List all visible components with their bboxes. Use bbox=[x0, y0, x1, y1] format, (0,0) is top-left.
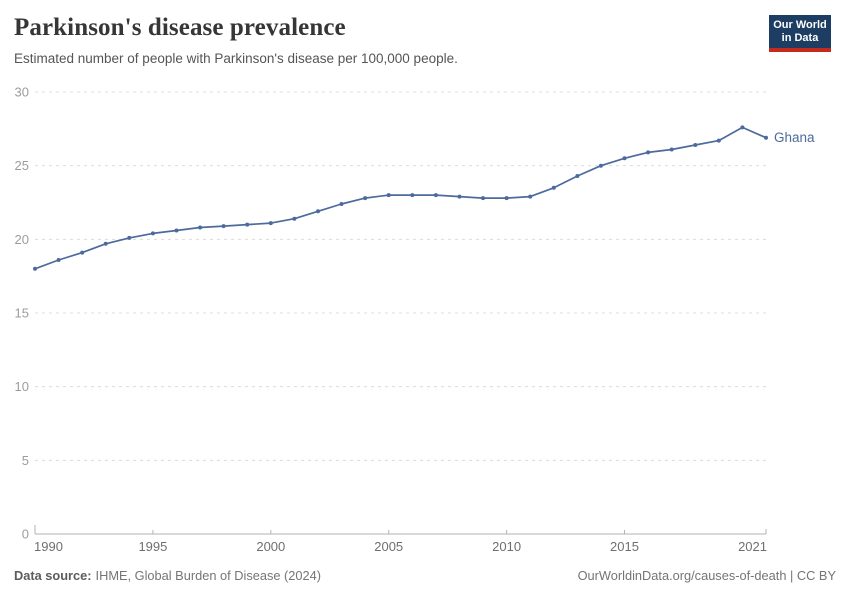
data-source: Data source: IHME, Global Burden of Disea… bbox=[14, 568, 321, 583]
data-point bbox=[504, 196, 509, 201]
data-point bbox=[740, 125, 745, 130]
data-point bbox=[764, 135, 768, 140]
x-tick-label: 2015 bbox=[610, 539, 639, 554]
data-point bbox=[198, 225, 203, 230]
data-point bbox=[245, 222, 250, 227]
data-point bbox=[80, 250, 85, 255]
page-title: Parkinson's disease prevalence bbox=[14, 14, 346, 41]
data-point bbox=[386, 193, 391, 198]
data-point bbox=[363, 196, 368, 201]
data-point bbox=[268, 221, 273, 226]
data-point bbox=[33, 266, 37, 271]
data-point bbox=[669, 147, 674, 152]
x-tick-label: 2005 bbox=[374, 539, 403, 554]
series-line-ghana bbox=[34, 126, 767, 270]
x-tick-label: 2021 bbox=[738, 539, 767, 554]
data-point bbox=[716, 138, 721, 143]
x-tick-label: 1995 bbox=[138, 539, 167, 554]
data-point bbox=[551, 185, 556, 190]
page-subtitle: Estimated number of people with Parkinso… bbox=[14, 51, 458, 66]
y-tick-label: 25 bbox=[15, 158, 29, 173]
data-point bbox=[528, 194, 533, 199]
x-tick-label: 2000 bbox=[256, 539, 285, 554]
owid-logo-line1: Our World bbox=[773, 18, 827, 31]
x-tick-label: 1990 bbox=[34, 539, 63, 554]
data-point bbox=[221, 224, 226, 229]
data-source-label: Data source: bbox=[14, 568, 92, 583]
data-point bbox=[575, 174, 580, 178]
data-point bbox=[103, 241, 108, 246]
data-source-text: IHME, Global Burden of Disease (2024) bbox=[95, 568, 322, 583]
data-point bbox=[292, 216, 297, 221]
footer-credit: OurWorldinData.org/causes-of-death | CC … bbox=[577, 568, 836, 583]
y-tick-label: 5 bbox=[22, 453, 29, 468]
owid-logo: Our World in Data bbox=[769, 15, 831, 52]
y-tick-label: 0 bbox=[22, 527, 29, 542]
data-point bbox=[174, 228, 179, 233]
y-tick-label: 10 bbox=[15, 379, 29, 394]
data-point bbox=[150, 231, 155, 236]
y-tick-label: 30 bbox=[15, 85, 29, 100]
data-point bbox=[622, 156, 627, 161]
y-tick-label: 15 bbox=[15, 306, 29, 321]
owid-logo-line2: in Data bbox=[781, 31, 819, 44]
data-point bbox=[56, 258, 61, 262]
data-point bbox=[433, 193, 438, 198]
data-point bbox=[410, 193, 415, 198]
series-end-label: Ghana bbox=[774, 130, 815, 145]
data-point bbox=[339, 202, 344, 206]
data-point bbox=[693, 143, 698, 147]
data-point bbox=[481, 196, 485, 201]
data-point bbox=[127, 235, 132, 240]
footer: Data source: IHME, Global Burden of Disea… bbox=[14, 568, 836, 583]
y-tick-label: 20 bbox=[15, 232, 29, 247]
data-point bbox=[457, 194, 462, 199]
data-point bbox=[316, 209, 320, 214]
x-tick-label: 2010 bbox=[492, 539, 521, 554]
data-point bbox=[598, 163, 603, 168]
data-point bbox=[646, 150, 651, 155]
